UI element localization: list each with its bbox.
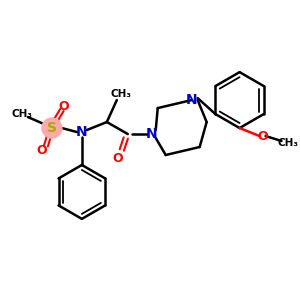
Text: O: O [37,145,47,158]
Text: O: O [58,100,69,112]
Circle shape [42,118,62,138]
Text: O: O [257,130,268,142]
Text: O: O [112,152,123,166]
Text: N: N [76,125,88,139]
Text: CH₃: CH₃ [110,89,131,99]
Text: CH₃: CH₃ [11,109,32,119]
Text: N: N [146,127,158,141]
Text: N: N [186,93,197,107]
Text: S: S [47,121,57,135]
Text: CH₃: CH₃ [277,138,298,148]
